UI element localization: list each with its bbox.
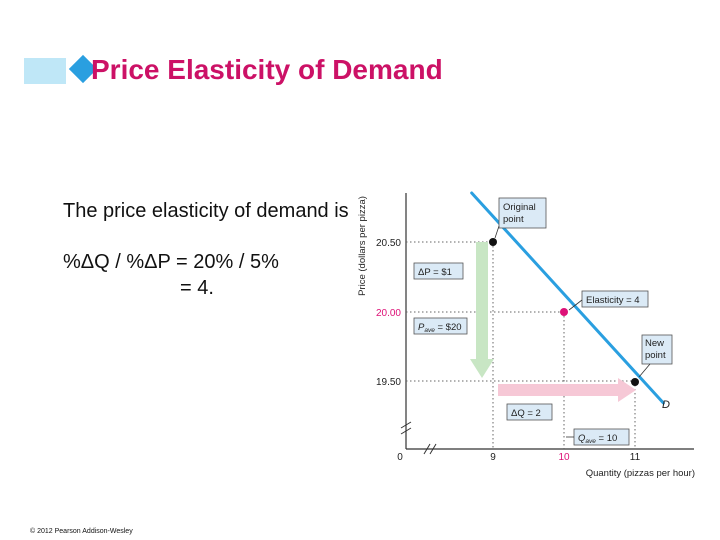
x-tick-label: 9: [490, 452, 496, 463]
new-point-label: New point: [638, 334, 673, 378]
original-point-label: Original point: [494, 197, 547, 239]
svg-text:Pave = $20: Pave = $20: [418, 322, 462, 334]
svg-text:New: New: [645, 338, 664, 349]
quantity-change-arrow: [498, 378, 636, 402]
x-tick-label: 11: [630, 452, 641, 463]
demand-label: D: [662, 399, 670, 411]
y-axis-break-icon: [400, 421, 412, 435]
price-change-arrow: [470, 242, 494, 378]
svg-text:point: point: [645, 350, 666, 361]
delta-q-label: ΔQ = 2: [506, 403, 553, 421]
original-point-marker: [489, 238, 497, 246]
y-tick-label: 20.50: [376, 238, 401, 249]
x-tick-label: 10: [558, 452, 570, 463]
formula-line: %ΔQ / %ΔP = 20% / 5%: [63, 251, 279, 273]
svg-text:Elasticity = 4: Elasticity = 4: [586, 295, 640, 306]
title-bar: Price Elasticity of Demand: [24, 50, 494, 90]
copyright-notice: © 2012 Pearson Addison-Wesley: [30, 528, 133, 535]
body-line: The price elasticity of demand is: [63, 200, 349, 222]
midpoint-marker: [560, 308, 568, 316]
svg-text:ΔQ = 2: ΔQ = 2: [511, 408, 541, 419]
y-tick-label: 20.00: [376, 308, 401, 319]
y-tick-label: 19.50: [376, 377, 401, 388]
svg-text:Qave = 10: Qave = 10: [578, 433, 617, 445]
x-axis-break-icon: [423, 443, 437, 455]
body-text: The price elasticity of demand is %ΔQ / …: [63, 198, 353, 301]
svg-text:point: point: [503, 214, 524, 225]
q-ave-label: Qave = 10: [566, 428, 630, 446]
x-axis-label: Quantity (pizzas per hour): [586, 468, 695, 479]
formula-result: = 4.: [180, 277, 214, 299]
slide-title: Price Elasticity of Demand: [91, 54, 443, 85]
new-point-marker: [631, 378, 639, 386]
y-axis-label: Price (dollars per pizza): [357, 196, 368, 296]
title-accent-rect: [24, 58, 66, 84]
elasticity-label: Elasticity = 4: [568, 290, 649, 311]
svg-text:ΔP = $1: ΔP = $1: [418, 267, 452, 278]
p-ave-label: Pave = $20: [413, 317, 468, 335]
delta-p-label: ΔP = $1: [413, 262, 464, 280]
svg-text:Original: Original: [503, 202, 536, 213]
x-tick-label: 0: [397, 452, 403, 463]
